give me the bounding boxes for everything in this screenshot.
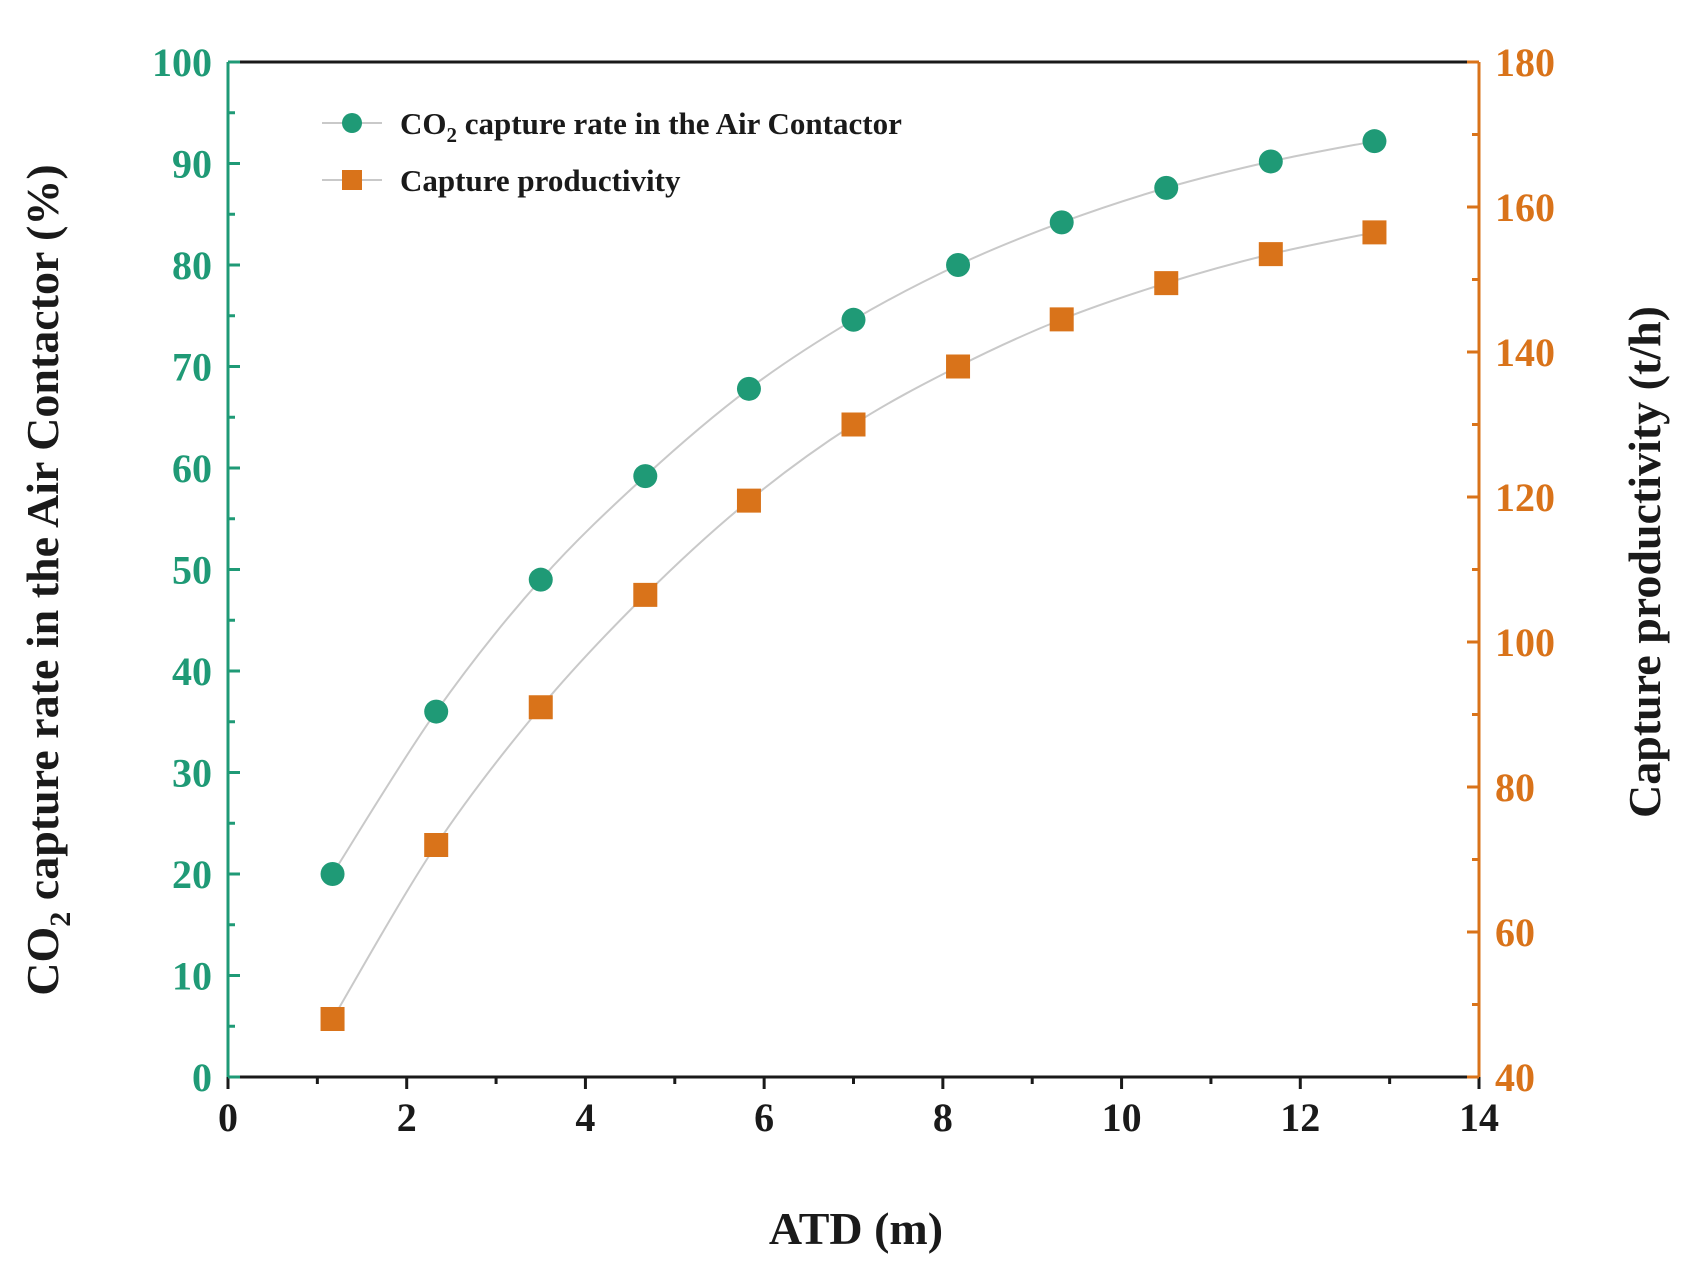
series-1-connector-line [331, 231, 1375, 1020]
left-y-axis-title-prefix: CO [17, 927, 68, 996]
left-y-axis-title-subscript: 2 [44, 912, 77, 927]
right-y-tick-label: 80 [1495, 765, 1535, 810]
capture-rate-point [424, 699, 449, 724]
right-y-tick-label: 100 [1495, 620, 1555, 665]
left-y-tick-label: 20 [172, 852, 212, 897]
productivity-point [320, 1007, 345, 1031]
productivity-point [946, 354, 971, 379]
right-y-axis-title: Capture productivity (t/h) [1619, 306, 1670, 818]
capture-rate-point [736, 376, 761, 401]
legend-marker-productivity [342, 170, 362, 190]
x-axis-title: ATD (m) [769, 1203, 943, 1254]
capture-rate-point [320, 862, 345, 886]
productivity-point [633, 582, 658, 607]
legend-label-capture-rate-prefix: CO [400, 106, 447, 141]
productivity-point [1362, 220, 1387, 245]
productivity-point [424, 833, 449, 857]
legend-label-capture-rate-suffix: capture rate in the Air Contactor [457, 106, 902, 141]
productivity-point [1049, 307, 1074, 332]
left-y-tick-label: 70 [172, 345, 212, 390]
legend-label-productivity: Capture productivity [400, 163, 681, 198]
capture-rate-point [841, 307, 866, 332]
capture-rate-point [946, 253, 971, 277]
productivity-point [841, 412, 866, 437]
x-tick-label: 12 [1280, 1095, 1320, 1140]
capture-rate-point [528, 567, 553, 592]
left-y-axis-title: CO2 capture rate in the Air Contactor (%… [17, 164, 77, 995]
x-tick-label: 8 [933, 1095, 953, 1140]
legend-label-capture-rate-subscript: 2 [447, 123, 458, 147]
x-tick-label: 10 [1102, 1095, 1142, 1140]
x-tick-label: 4 [575, 1095, 595, 1140]
legend-label-capture-rate: CO2 capture rate in the Air Contactor [400, 106, 902, 147]
left-y-axis-title-suffix: capture rate in the Air Contactor (%) [17, 164, 68, 911]
left-y-tick-label: 90 [172, 142, 212, 187]
capture-rate-point [1362, 129, 1387, 154]
left-y-tick-label: 30 [172, 751, 212, 796]
right-y-tick-label: 140 [1495, 330, 1555, 375]
capture-rate-point [1258, 149, 1283, 174]
x-tick-label: 2 [397, 1095, 417, 1140]
right-y-tick-label: 60 [1495, 910, 1535, 955]
left-y-tick-label: 40 [172, 649, 212, 694]
series-0-connector-line [331, 140, 1375, 875]
capture-rate-point [1049, 210, 1074, 235]
productivity-point [1154, 271, 1179, 296]
left-y-tick-label: 100 [152, 40, 212, 85]
productivity-point [736, 488, 761, 513]
left-y-tick-label: 60 [172, 446, 212, 491]
productivity-point [528, 695, 553, 720]
right-y-tick-label: 120 [1495, 475, 1555, 520]
legend: CO2 capture rate in the Air Contactor Ca… [322, 106, 902, 198]
left-y-tick-label: 0 [192, 1055, 212, 1100]
left-y-tick-label: 10 [172, 954, 212, 999]
right-y-tick-label: 180 [1495, 40, 1555, 85]
x-tick-label: 0 [218, 1095, 238, 1140]
capture-rate-point [1154, 175, 1179, 200]
x-tick-label: 6 [754, 1095, 774, 1140]
productivity-point [1258, 242, 1283, 267]
x-tick-label: 14 [1459, 1095, 1499, 1140]
left-y-tick-label: 80 [172, 243, 212, 288]
capture-rate-point [633, 464, 658, 489]
right-y-tick-label: 160 [1495, 185, 1555, 230]
right-y-tick-label: 40 [1495, 1055, 1535, 1100]
left-y-tick-label: 50 [172, 548, 212, 593]
legend-marker-capture-rate [342, 113, 362, 133]
